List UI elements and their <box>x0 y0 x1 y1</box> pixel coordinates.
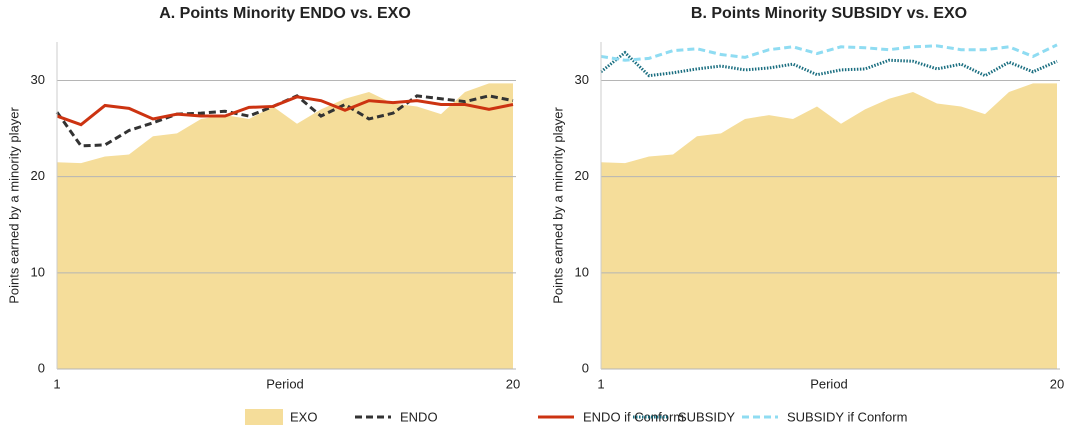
x-tick-label: 20 <box>1050 376 1064 391</box>
y-tick-label: 30 <box>575 72 589 87</box>
area <box>601 83 1057 369</box>
line <box>56 95 514 127</box>
x-tick-label: 1 <box>597 376 604 391</box>
y-axis-label: Points earned by a minority player <box>6 107 21 304</box>
x-tick-label: 20 <box>506 376 520 391</box>
chart-title: B. Points Minority SUBSIDY vs. EXO <box>691 5 967 22</box>
line <box>600 43 1058 62</box>
x-tick-label: 1 <box>53 376 60 391</box>
y-tick-label: 0 <box>38 360 45 375</box>
y-tick-label: 10 <box>31 264 45 279</box>
y-tick-label: 0 <box>582 360 589 375</box>
legend-label: ENDO <box>400 409 438 424</box>
x-axis-label: Period <box>266 376 304 391</box>
x-axis-label: Period <box>810 376 848 391</box>
legend-swatch <box>245 409 283 425</box>
legend-label: SUBSIDY <box>678 409 735 424</box>
line <box>600 50 1058 78</box>
area <box>57 83 513 369</box>
y-tick-label: 20 <box>31 168 45 183</box>
y-axis-label: Points earned by a minority player <box>550 107 565 304</box>
y-tick-label: 30 <box>31 72 45 87</box>
y-tick-label: 20 <box>575 168 589 183</box>
chart-title: A. Points Minority ENDO vs. EXO <box>159 5 411 22</box>
y-tick-label: 10 <box>575 264 589 279</box>
legend-label: SUBSIDY if Conform <box>787 409 907 424</box>
legend-label: EXO <box>290 409 317 424</box>
